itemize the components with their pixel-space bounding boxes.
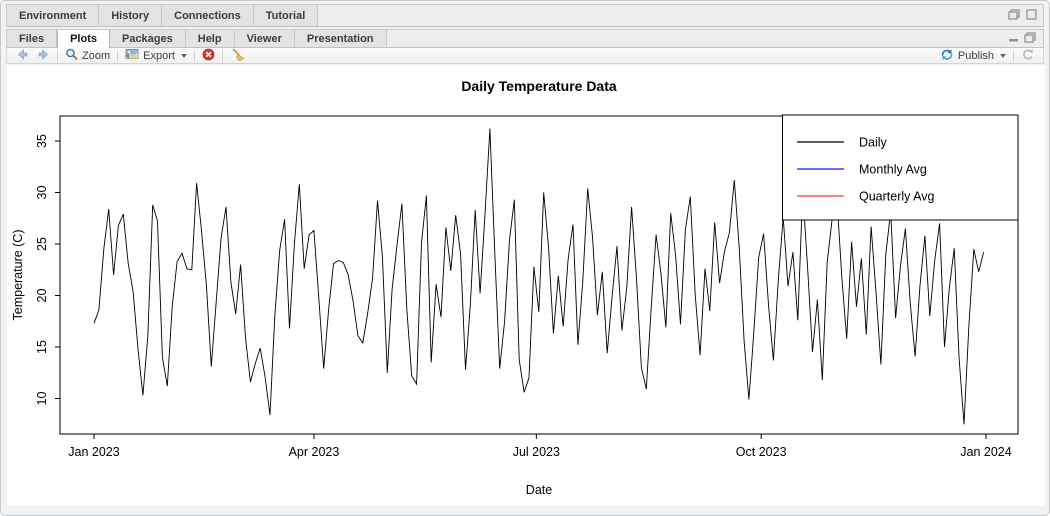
chevron-down-icon [1000, 53, 1006, 58]
forward-arrow-icon [38, 48, 50, 63]
back-arrow-icon [16, 48, 28, 63]
restore-icon[interactable] [1024, 30, 1037, 48]
tab-environment[interactable]: Environment [7, 5, 100, 26]
tab-history[interactable]: History [99, 5, 163, 26]
x-tick-label: Apr 2023 [289, 445, 340, 459]
legend-label: Quarterly Avg [859, 190, 935, 204]
tab-packages[interactable]: Packages [109, 30, 186, 47]
y-tick-label: 25 [35, 237, 49, 251]
tab-connections[interactable]: Connections [162, 5, 254, 26]
tab-viewer[interactable]: Viewer [234, 30, 295, 47]
y-tick-label: 15 [35, 340, 49, 354]
publish-button[interactable]: Publish [935, 48, 1011, 63]
tab-packages-label: Packages [121, 32, 173, 45]
restore-icon[interactable] [1008, 7, 1021, 25]
legend-label: Monthly Avg [859, 163, 927, 177]
clear-all-plots-button[interactable] [225, 48, 250, 63]
export-button[interactable]: Export [120, 48, 192, 63]
chart-title: Daily Temperature Data [461, 78, 617, 94]
tab-files-label: Files [19, 32, 45, 45]
x-tick-label: Jan 2023 [68, 445, 119, 459]
tab-connections-label: Connections [174, 9, 241, 22]
tab-plots[interactable]: Plots [57, 30, 110, 48]
back-button[interactable] [11, 48, 33, 63]
plot-canvas: Jan 2023 Apr 2023 Jul 2023 Oct 2023 Jan 2024… [7, 65, 1045, 506]
toolbar-separator [57, 49, 58, 62]
bottom-pane-window-buttons [1008, 30, 1043, 47]
plots-toolbar: Zoom Export Publish [6, 48, 1044, 64]
publish-button-label: Publish [957, 49, 994, 62]
y-tick-label: 35 [35, 134, 49, 148]
tabbar-spacer [387, 30, 1008, 47]
y-axis-label: Temperature (C) [11, 230, 25, 321]
export-button-label: Export [143, 49, 175, 62]
tab-presentation-label: Presentation [306, 32, 374, 45]
plot-box [59, 115, 1019, 435]
toolbar-separator [221, 49, 223, 62]
forward-button[interactable] [33, 48, 55, 63]
zoom-button[interactable]: Zoom [60, 48, 115, 63]
top-pane-tabbar: Environment History Connections Tutorial [6, 4, 1044, 27]
y-tick-label: 20 [35, 289, 49, 303]
zoom-button-label: Zoom [82, 49, 111, 62]
tab-presentation[interactable]: Presentation [294, 30, 387, 47]
maximize-icon[interactable] [1026, 7, 1037, 25]
x-tick-label: Oct 2023 [736, 445, 787, 459]
clear-all-broom-icon [230, 47, 245, 64]
tab-files[interactable]: Files [7, 30, 58, 47]
toolbar-separator [1013, 49, 1014, 62]
bottom-pane-tabbar: Files Plots Packages Help Viewer Present… [6, 29, 1044, 48]
remove-plot-icon [202, 48, 215, 64]
chevron-down-icon [180, 53, 187, 58]
tab-environment-label: Environment [19, 9, 87, 22]
tab-viewer-label: Viewer [246, 32, 282, 45]
tab-tutorial-label: Tutorial [265, 9, 306, 22]
x-tick-label: Jul 2023 [513, 445, 560, 459]
toolbar-separator [193, 49, 195, 62]
minimize-icon[interactable] [1008, 30, 1019, 48]
legend-label: Daily [859, 136, 888, 150]
temperature-chart: Jan 2023 Apr 2023 Jul 2023 Oct 2023 Jan 2024… [11, 78, 1019, 497]
toolbar-separator [117, 49, 119, 62]
x-axis-label: Date [526, 483, 552, 497]
publish-icon [940, 48, 954, 64]
remove-plot-button[interactable] [197, 48, 220, 63]
refresh-icon [1021, 48, 1034, 64]
tab-plots-label: Plots [70, 33, 97, 45]
tab-tutorial[interactable]: Tutorial [253, 5, 319, 26]
tab-help[interactable]: Help [185, 30, 235, 47]
tab-help-label: Help [197, 32, 222, 45]
tabbar-spacer [318, 5, 1008, 26]
export-image-icon [125, 48, 139, 63]
y-tick-label: 10 [35, 392, 49, 406]
x-tick-label: Jan 2024 [960, 445, 1011, 459]
top-pane-window-buttons [1008, 5, 1043, 26]
legend-box [782, 114, 1019, 221]
y-tick-label: 30 [35, 186, 49, 200]
zoom-magnifier-icon [65, 48, 78, 64]
refresh-plot-button[interactable] [1016, 48, 1039, 63]
tab-history-label: History [111, 9, 150, 22]
